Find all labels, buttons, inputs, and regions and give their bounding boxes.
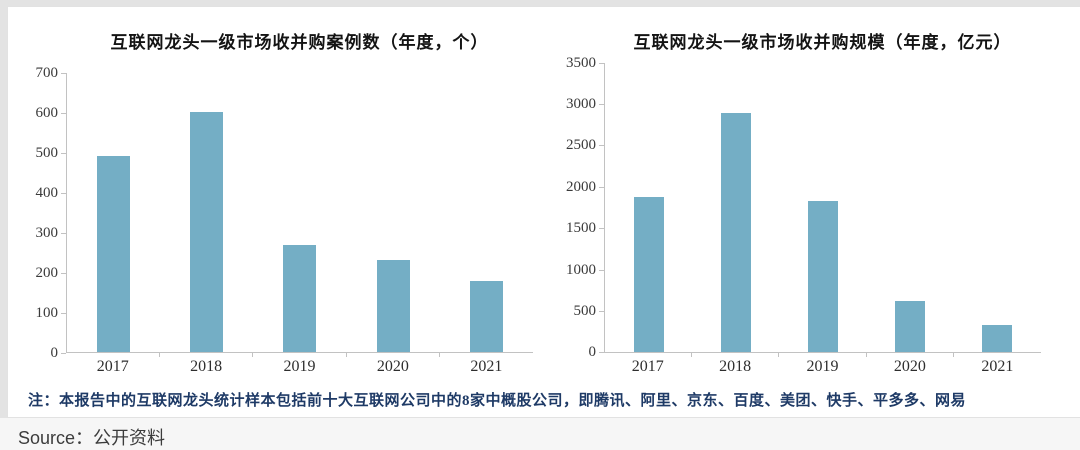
x-tick-label: 2017 [631,358,664,375]
bar-2021 [469,281,503,352]
footnote: 注：本报告中的互联网龙头统计样本包括前十大互联网公司中的8家中概股公司，即腾讯、… [28,393,967,409]
x-tick-label: 2020 [376,358,409,375]
chart-panel: 互联网龙头一级市场收并购案例数（年度，个） 700 600 500 400 300 200… [7,6,1080,418]
x-axis-right: 2017 2018 2019 2020 2021 [604,357,1041,377]
plot-wrap-right: 3500 3000 2500 2000 1500 1000 500 0 [556,54,1041,361]
frame-left-edge [0,0,7,418]
y-axis-left: 700 600 500 400 300 200 100 0 [35,64,59,361]
bar-2018 [720,113,751,352]
x-axis-left: 2017 2018 2019 2020 2021 [66,357,533,377]
chart-title-left: 互联网龙头一级市场收并购案例数（年度，个） [110,33,489,52]
x-tick-label: 2017 [96,358,129,375]
plot-area-right [604,63,1041,353]
x-tick-marks-left [66,353,533,357]
plot-area-left [66,73,533,353]
charts-row: 互联网龙头一级市场收并购案例数（年度，个） 700 600 500 400 300 200… [8,7,1080,377]
y-axis-right: 3500 3000 2500 2000 1500 1000 500 0 [566,54,596,361]
x-tick-label: 2019 [283,358,316,375]
bar-2021 [982,325,1013,352]
chart-ma-case-count: 互联网龙头一级市场收并购案例数（年度，个） 700 600 500 400 300 200… [20,31,533,377]
x-tick-label: 2021 [470,358,503,375]
bar-2019 [807,200,838,352]
x-tick-marks-right [604,353,1041,357]
bar-2018 [190,112,224,352]
source-label: Source：公开资料 [18,428,166,448]
chart-title-right: 互联网龙头一级市场收并购规模（年度，亿元） [633,33,1012,52]
bar-2019 [283,245,317,352]
x-tick-label: 2019 [806,358,839,375]
chart-ma-deal-scale: 互联网龙头一级市场收并购规模（年度，亿元） 3500 3000 2500 2000 15… [556,31,1041,377]
bar-2020 [376,260,410,352]
bar-2017 [633,196,664,352]
x-tick-label: 2018 [719,358,752,375]
bar-2017 [97,155,131,352]
bar-2020 [895,301,926,352]
frame-top-edge [0,0,1080,6]
x-tick-label: 2021 [981,358,1014,375]
x-tick-label: 2020 [893,358,926,375]
x-tick-label: 2018 [190,358,223,375]
plot-wrap-left: 700 600 500 400 300 200 100 0 [20,64,533,361]
